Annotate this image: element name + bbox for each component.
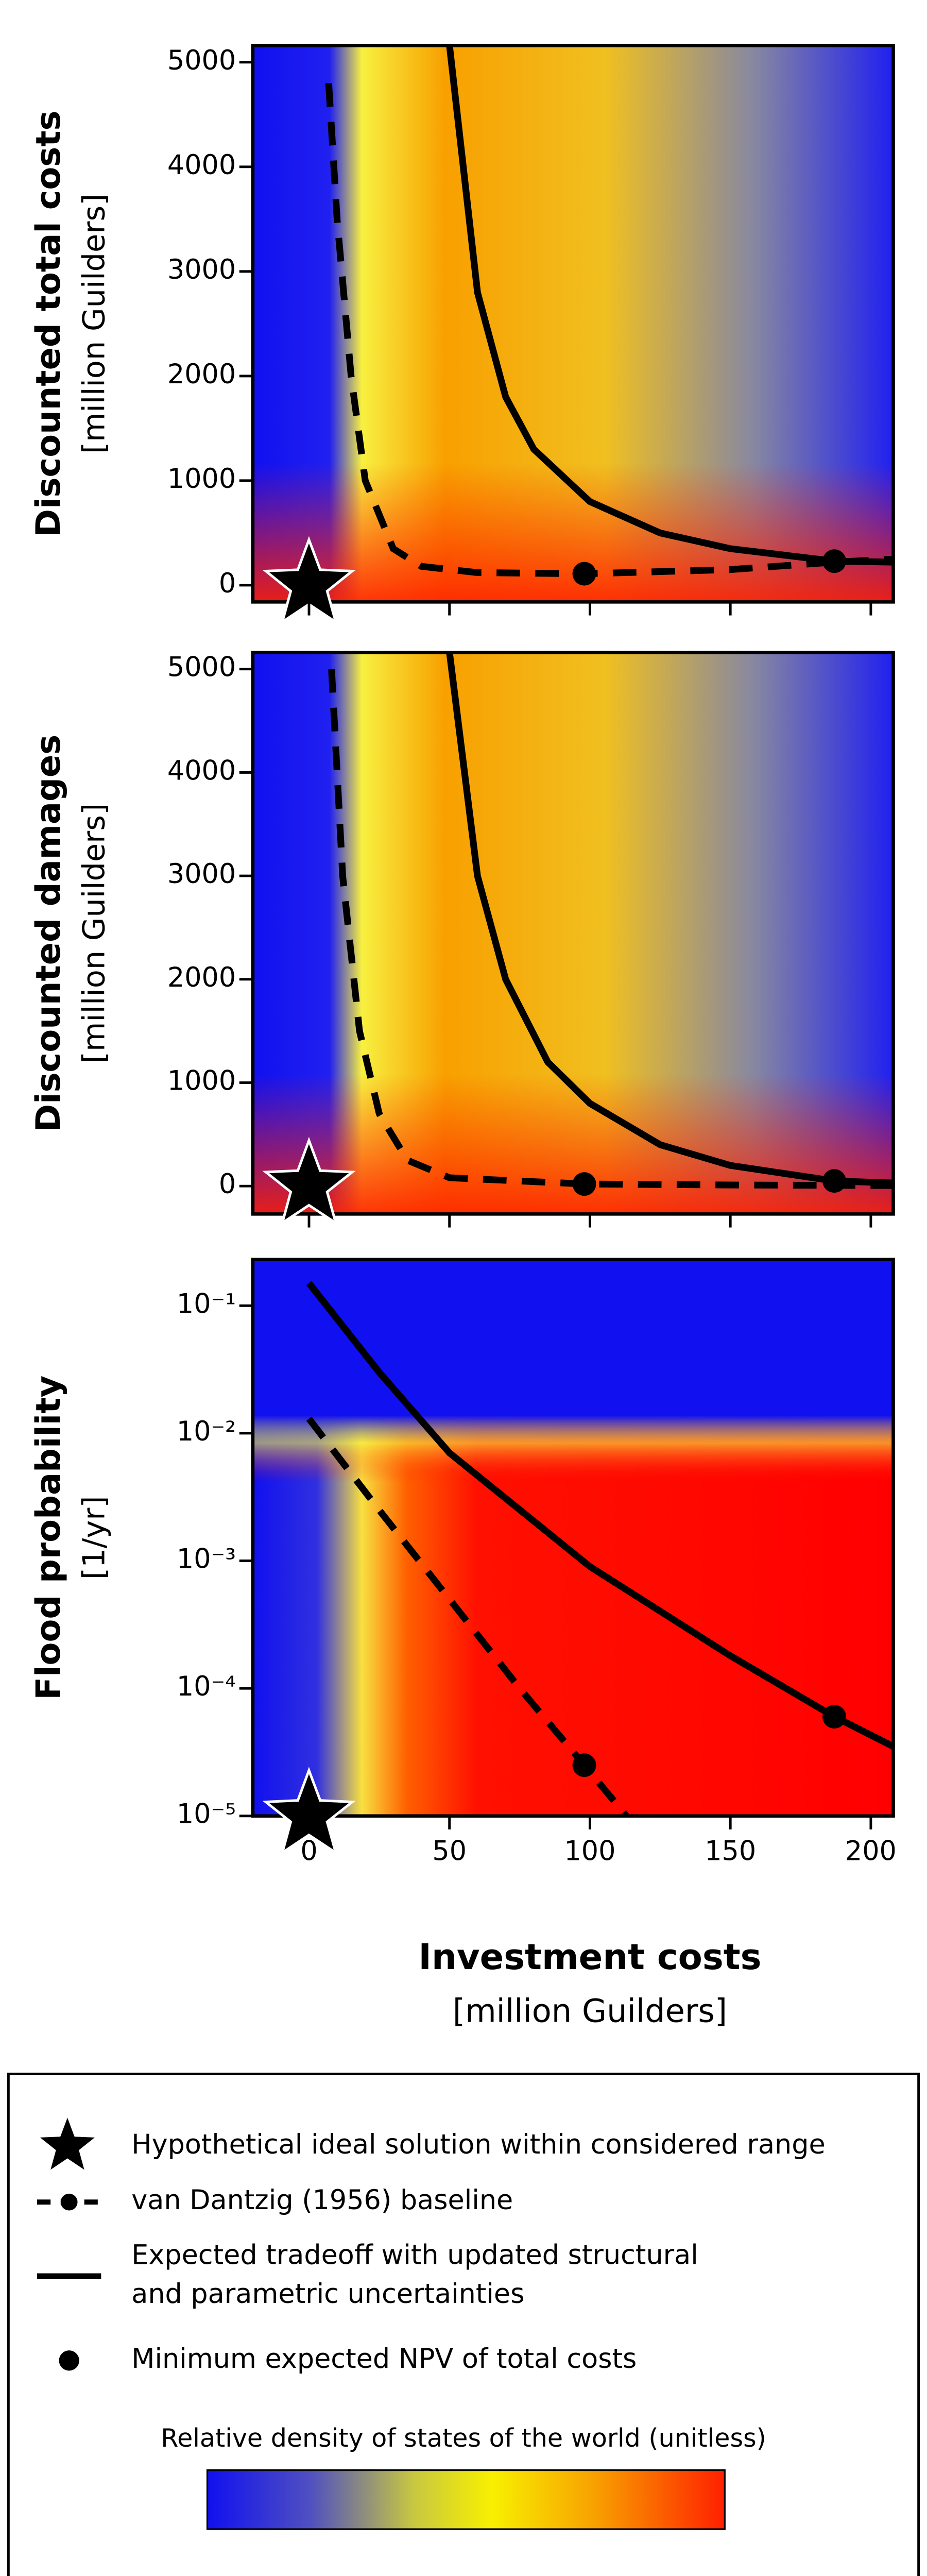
y-axis-title: Discounted damages <box>29 735 68 1132</box>
plot-frame <box>251 651 895 1216</box>
y-axis-title: Discounted total costs <box>29 111 68 537</box>
x-tick-label: 50 <box>432 1836 467 1867</box>
series-line <box>325 82 894 578</box>
legend-text: van Dantzig (1956) baseline <box>131 2184 513 2216</box>
y-tick-label: 1000 <box>167 463 236 495</box>
legend-text: Expected tradeoff with updated structura… <box>131 2240 698 2271</box>
optimum-dot <box>822 1169 846 1193</box>
y-axis-units: [million Guilders] <box>76 194 112 454</box>
x-axis-title: Investment costs <box>418 1937 761 1978</box>
optimum-dot <box>572 1753 596 1777</box>
heatmap-overlay <box>252 1259 894 1816</box>
heatmap-overlay <box>252 45 894 602</box>
panel: 0 50 100 150 200 10⁻⁵ 10⁻⁴ 10⁻³ 10⁻² 10⁻¹ Flood pr… <box>29 1258 897 2030</box>
optimum-dot <box>572 1172 596 1196</box>
series-line <box>328 669 894 1189</box>
legend-star <box>40 2117 95 2170</box>
y-axis-title: Flood probability <box>29 1376 68 1700</box>
optimum-dot <box>822 1705 846 1728</box>
x-tick-label: 100 <box>564 1836 615 1867</box>
series-line <box>446 45 894 566</box>
y-tick-label: 10⁻⁵ <box>177 1799 236 1830</box>
legend-text: Minimum expected NPV of total costs <box>131 2343 637 2375</box>
y-axis-units: [million Guilders] <box>76 803 112 1063</box>
y-tick-label: 10⁻¹ <box>177 1288 236 1319</box>
y-tick-label: 5000 <box>167 652 236 683</box>
plot-frame <box>251 1258 895 1818</box>
y-axis-units: [1/yr] <box>76 1496 112 1580</box>
legend: Relative density of states of the world … <box>7 2073 920 2576</box>
y-tick-label: 2000 <box>167 359 236 390</box>
y-tick-label: 4000 <box>167 755 236 786</box>
optimum-dot <box>822 549 846 573</box>
y-tick-label: 2000 <box>167 962 236 993</box>
x-tick-label: 0 <box>300 1836 317 1867</box>
legend-text: Hypothetical ideal solution within consi… <box>131 2129 825 2160</box>
y-tick-label: 0 <box>219 568 236 599</box>
y-tick-label: 3000 <box>167 254 236 285</box>
ideal-star <box>262 1137 356 1226</box>
series-line <box>446 652 894 1187</box>
plot-frame <box>251 44 895 604</box>
colorbar-title: Relative density of states of the world … <box>161 2423 766 2453</box>
legend-dot <box>59 2350 79 2371</box>
series-line <box>306 1416 629 1816</box>
colorbar <box>206 2469 726 2530</box>
x-tick-label: 150 <box>705 1836 756 1867</box>
ideal-star <box>262 1767 356 1856</box>
y-tick-label: 3000 <box>167 858 236 890</box>
y-tick-label: 10⁻⁴ <box>177 1671 236 1702</box>
legend-text: and parametric uncertainties <box>131 2278 524 2310</box>
heatmap-overlay <box>252 652 894 1214</box>
y-tick-label: 10⁻³ <box>177 1544 236 1575</box>
x-axis-units: [million Guilders] <box>453 1992 727 2030</box>
y-tick-label: 5000 <box>167 45 236 76</box>
y-tick-label: 4000 <box>167 149 236 181</box>
y-tick-label: 1000 <box>167 1065 236 1096</box>
panel: 0 1000 2000 3000 4000 5000 Discounted total co… <box>29 44 895 625</box>
x-tick-label: 200 <box>845 1836 897 1867</box>
optimum-dot <box>572 562 596 586</box>
y-tick-label: 10⁻² <box>177 1416 236 1447</box>
y-tick-label: 0 <box>219 1168 236 1200</box>
panel: 0 1000 2000 3000 4000 5000 Discounted damages[… <box>29 651 895 1228</box>
legend-dot <box>60 2193 78 2211</box>
